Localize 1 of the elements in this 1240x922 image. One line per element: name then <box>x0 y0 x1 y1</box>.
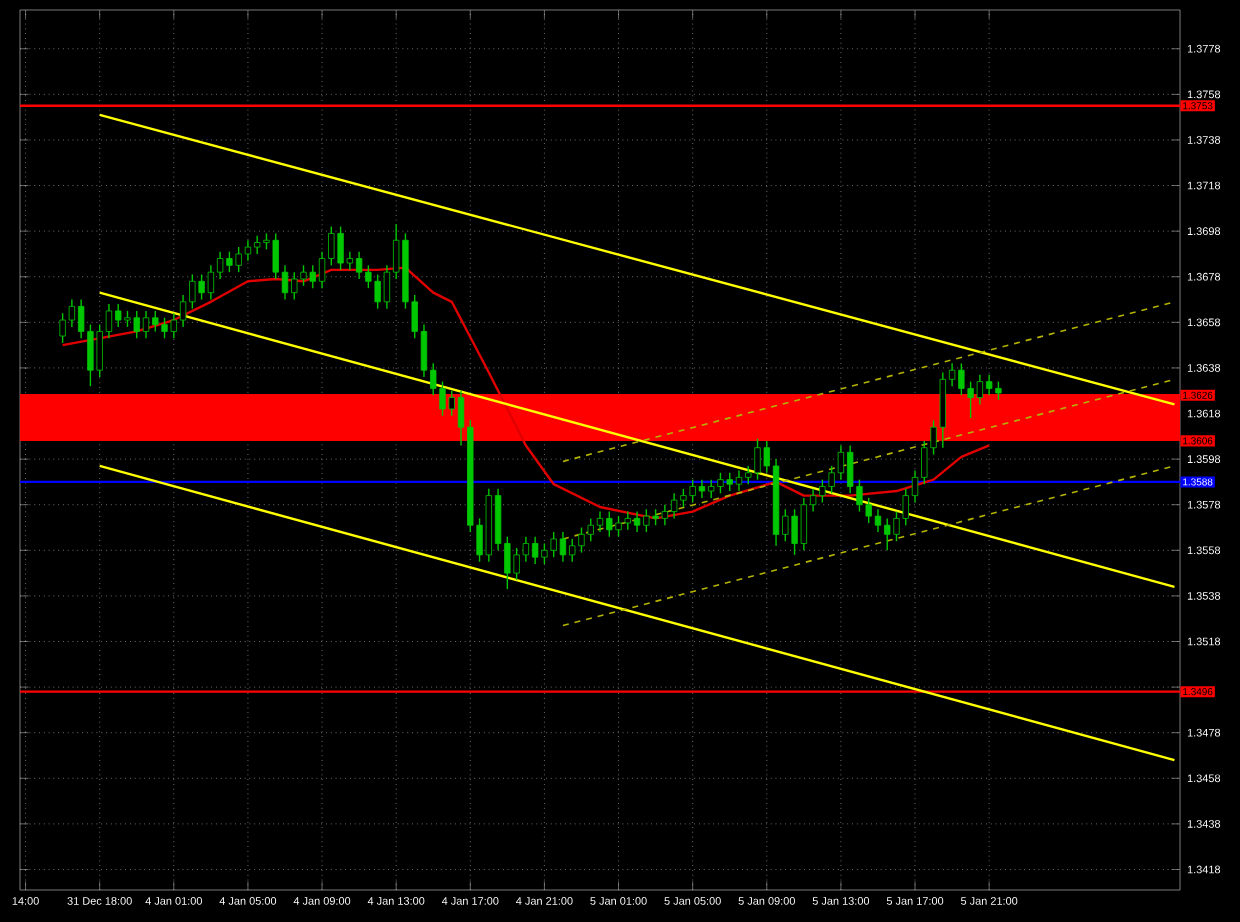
line-series <box>61 266 991 520</box>
